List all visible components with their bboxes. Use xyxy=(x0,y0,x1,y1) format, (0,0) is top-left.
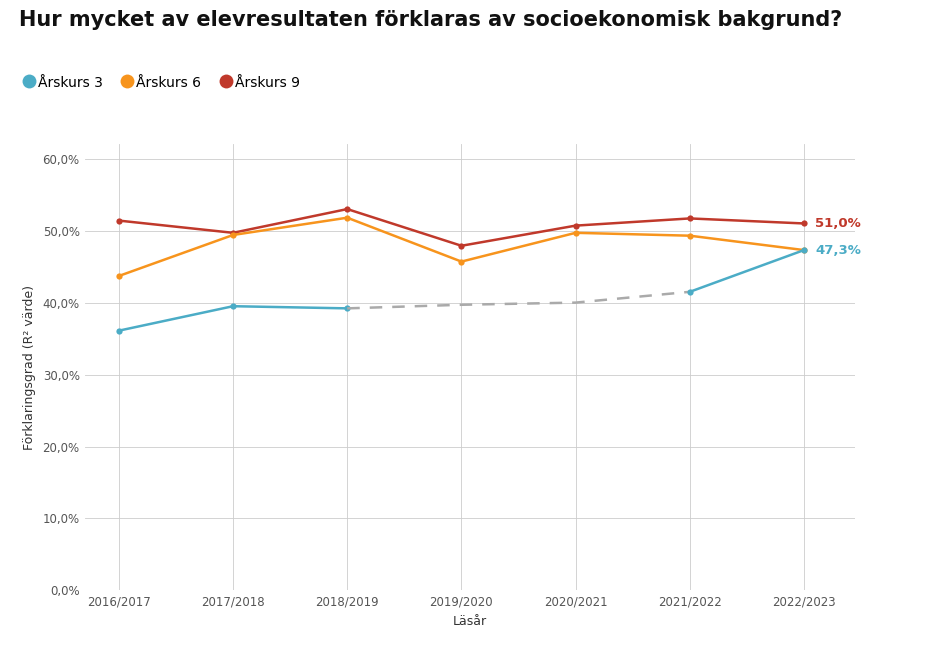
Text: 47,3%: 47,3% xyxy=(815,243,861,256)
Legend: Årskurs 3, Årskurs 6, Årskurs 9: Årskurs 3, Årskurs 6, Årskurs 9 xyxy=(25,76,300,90)
X-axis label: Läsår: Läsår xyxy=(453,615,487,628)
Text: 51,0%: 51,0% xyxy=(815,217,861,230)
Text: Hur mycket av elevresultaten förklaras av socioekonomisk bakgrund?: Hur mycket av elevresultaten förklaras a… xyxy=(19,10,842,30)
Y-axis label: Förklaringsgrad (R² värde): Förklaringsgrad (R² värde) xyxy=(23,285,36,450)
